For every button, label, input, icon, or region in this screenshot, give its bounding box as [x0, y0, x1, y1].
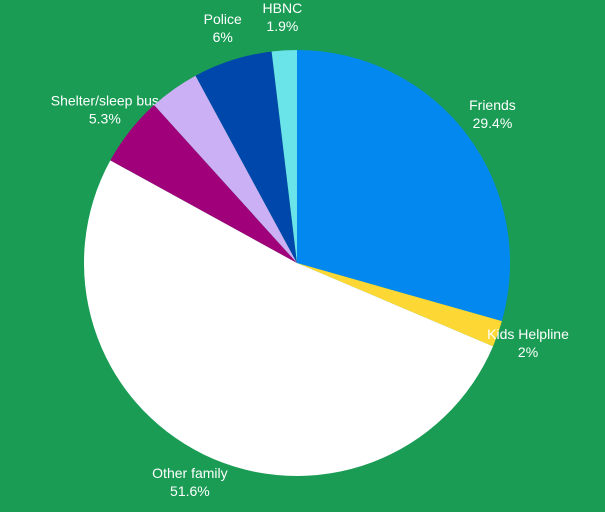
pie-slice — [154, 75, 297, 263]
pie-slice — [84, 160, 494, 476]
slice-label: Kids Helpline — [487, 326, 569, 342]
slice-label: Other family — [152, 465, 227, 481]
slice-value-label: 5.3% — [89, 111, 121, 127]
slice-label: Police — [204, 11, 242, 27]
pie-slice — [271, 50, 297, 263]
slice-label: Shelter/sleep bus — [51, 93, 159, 109]
pie-slice — [110, 105, 297, 263]
pie-slice — [297, 263, 502, 347]
slice-value-label: 29.4% — [473, 115, 513, 131]
slice-value-label: 2% — [518, 344, 538, 360]
slice-label: HBNC — [263, 0, 303, 16]
slice-value-label: 6% — [213, 29, 233, 45]
pie-slice — [195, 51, 297, 263]
pie-slice — [297, 50, 511, 322]
slice-value-label: 1.9% — [266, 18, 298, 34]
slice-value-label: 51.6% — [170, 483, 210, 499]
slice-label: Friends — [469, 97, 516, 113]
